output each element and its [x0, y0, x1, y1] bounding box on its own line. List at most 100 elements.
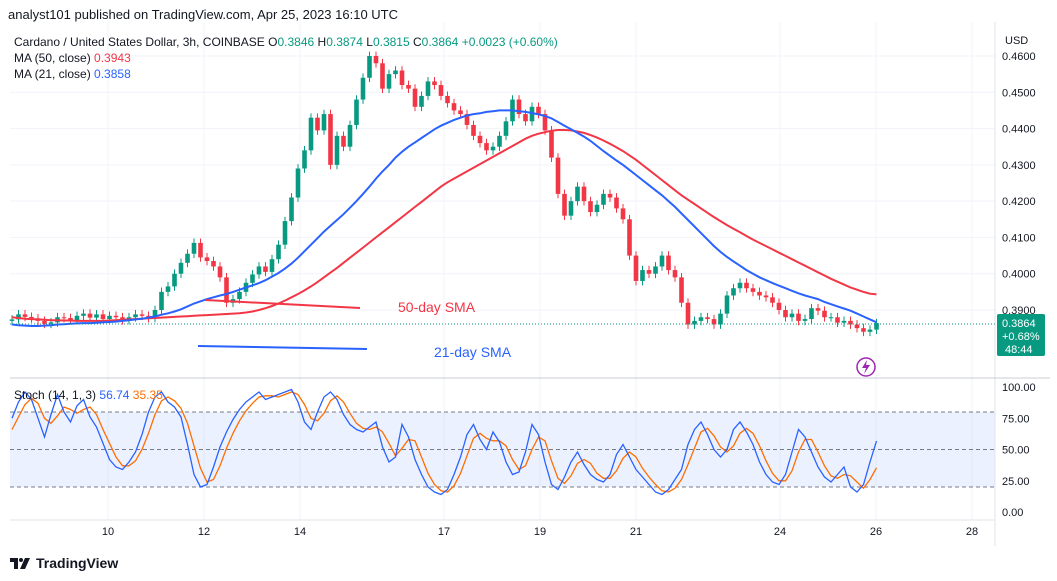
stoch-tick: 0.00	[1002, 507, 1023, 519]
candle-body	[334, 135, 340, 165]
candle-body	[685, 302, 691, 325]
candle-body	[282, 221, 288, 245]
bar-countdown: 48:44	[1005, 344, 1033, 356]
candle-body	[347, 124, 353, 147]
stoch-tick: 50.00	[1002, 445, 1030, 457]
price-tick: 0.4100	[1002, 232, 1036, 244]
candle-body	[640, 270, 645, 281]
candle-body	[867, 329, 873, 332]
candle-body	[354, 99, 359, 125]
ma50-value: 0.3943	[94, 51, 131, 65]
tradingview-logo-icon	[10, 558, 30, 569]
symbol-title[interactable]: Cardano / United States Dollar, 3h, COIN…	[14, 35, 265, 49]
candle-body	[724, 295, 730, 314]
candle-body	[191, 242, 197, 254]
low-value: 0.3815	[372, 35, 410, 49]
candle-body	[9, 319, 15, 321]
candle-body	[562, 193, 567, 216]
candle-body	[757, 291, 762, 296]
publish-info: analyst101 published on TradingView.com,…	[8, 7, 399, 22]
candle-body	[835, 317, 840, 323]
candle-body	[848, 320, 853, 325]
candle-body	[256, 266, 262, 275]
stoch-label[interactable]: Stoch (14, 1, 3)	[14, 388, 97, 402]
sma50-annotation-line	[204, 299, 361, 309]
candle-body	[705, 317, 710, 320]
chart-legend: Cardano / United States Dollar, 3h, COIN…	[14, 34, 558, 82]
candle-body	[211, 261, 216, 267]
candle-body	[627, 219, 632, 256]
candle-body	[438, 85, 444, 96]
candle-body	[653, 266, 658, 274]
open-value: 0.3846	[277, 35, 315, 49]
candle-body	[731, 288, 736, 296]
candle-body	[646, 270, 652, 274]
candle-body	[237, 291, 242, 300]
candle-body	[698, 317, 704, 321]
candle-body	[81, 313, 86, 316]
candle-body	[412, 88, 418, 107]
candle-body	[588, 201, 593, 213]
candle-body	[529, 106, 535, 122]
candle-body	[217, 266, 223, 278]
candle-body	[295, 168, 301, 198]
currency-label: USD	[1005, 35, 1028, 47]
sma21-annotation-line	[197, 345, 368, 350]
candle-body	[393, 70, 398, 75]
sma21-annotation: 21-day SMA	[434, 344, 512, 360]
candle-body	[432, 81, 437, 86]
candle-body	[490, 146, 496, 151]
candle-body	[198, 242, 203, 258]
time-tick: 21	[630, 526, 642, 538]
close-value: 0.3864	[421, 35, 459, 49]
candle-body	[776, 302, 782, 310]
candle-body	[783, 310, 788, 318]
high-label: H	[317, 35, 327, 49]
candle-body	[139, 314, 145, 316]
stoch-tick: 100.00	[1002, 382, 1036, 394]
candle-body	[61, 317, 67, 319]
stoch-tick: 75.00	[1002, 413, 1030, 425]
time-tick: 28	[966, 526, 978, 538]
candle-body	[802, 319, 808, 321]
ma21-label[interactable]: MA (21, close)	[14, 67, 91, 81]
close-label: C	[412, 35, 422, 49]
price-tick: 0.4500	[1002, 87, 1036, 99]
candle-body	[42, 320, 47, 324]
candle-body	[367, 56, 372, 78]
candle-body	[22, 314, 28, 317]
ma50-label[interactable]: MA (50, close)	[14, 51, 91, 65]
sma50-annotation: 50-day SMA	[398, 299, 476, 315]
candle-body	[341, 135, 346, 147]
time-tick: 26	[870, 526, 882, 538]
candle-body	[133, 314, 138, 318]
candle-body	[113, 315, 119, 318]
lightning-icon[interactable]	[856, 357, 876, 377]
tradingview-footer[interactable]: TradingView	[10, 555, 118, 571]
time-tick: 12	[198, 526, 210, 538]
candle-body	[822, 310, 827, 318]
candle-body	[107, 315, 112, 320]
candle-body	[516, 99, 522, 115]
candle-body	[302, 150, 307, 169]
candle-body	[672, 270, 678, 278]
candle-body	[224, 277, 229, 303]
candle-body	[861, 328, 866, 332]
high-value: 0.3874	[326, 35, 363, 49]
candle-body	[484, 143, 489, 151]
candle-body	[614, 197, 619, 209]
change-value: +0.0023 (+0.60%)	[461, 35, 558, 49]
candle-body	[29, 316, 34, 319]
candle-body	[854, 324, 860, 329]
open-label: O	[268, 35, 278, 49]
candle-body	[581, 186, 587, 202]
candle-body	[276, 244, 281, 260]
candle-body	[659, 255, 665, 267]
candle-body	[874, 323, 879, 330]
candle-body	[386, 74, 392, 89]
tradingview-brand: TradingView	[36, 555, 119, 571]
candle-body	[451, 103, 457, 111]
stoch-tick: 25.00	[1002, 476, 1030, 488]
price-tick: 0.4300	[1002, 160, 1036, 172]
candle-body	[555, 157, 561, 194]
